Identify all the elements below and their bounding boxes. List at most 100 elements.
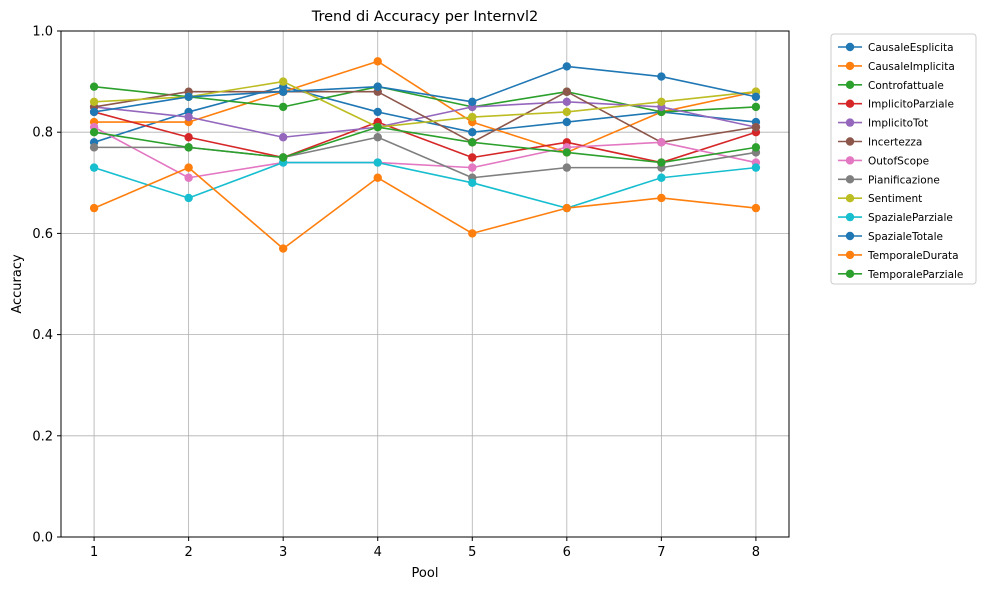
legend-label: ImplicitoParziale xyxy=(868,99,954,111)
y-tick-label: 0.4 xyxy=(32,328,53,343)
data-point xyxy=(657,138,666,147)
data-point xyxy=(373,107,382,117)
y-tick-label: 0.0 xyxy=(32,531,53,546)
data-point xyxy=(468,138,477,147)
legend-frame xyxy=(830,33,977,285)
legend-swatch-marker xyxy=(845,137,855,146)
data-point xyxy=(373,82,382,91)
data-point xyxy=(184,163,193,172)
legend-label: Controfattuale xyxy=(868,80,944,92)
data-point xyxy=(751,143,761,152)
x-axis-label: Pool xyxy=(412,566,439,581)
data-point xyxy=(562,97,572,107)
legend-label: TemporaleParziale xyxy=(867,269,963,281)
legend-swatch-marker xyxy=(845,212,855,222)
data-point xyxy=(278,87,288,96)
data-point xyxy=(184,173,193,182)
legend-swatch-marker xyxy=(845,231,855,241)
data-point xyxy=(468,153,477,162)
data-point xyxy=(278,153,288,162)
data-point xyxy=(751,203,761,213)
data-point xyxy=(562,107,572,117)
x-tick-label: 3 xyxy=(279,545,287,560)
series-line xyxy=(93,65,757,113)
legend: CausaleEsplicita CausaleImplicita Controfa… xyxy=(830,33,977,285)
legend-label: CausaleEsplicita xyxy=(868,42,954,54)
data-point xyxy=(184,92,193,101)
series-line xyxy=(93,126,757,164)
series-line xyxy=(94,60,757,154)
series-lines xyxy=(93,60,757,250)
legend-label: TemporaleDurata xyxy=(867,250,959,262)
x-tick-label: 8 xyxy=(752,545,760,560)
x-tick-label: 7 xyxy=(657,545,665,560)
legend-swatch-marker xyxy=(845,194,855,203)
legend-swatch-marker xyxy=(845,175,855,184)
data-point xyxy=(657,72,666,81)
y-tick-label: 0.6 xyxy=(32,227,53,242)
legend-swatch-marker xyxy=(845,42,855,52)
data-point xyxy=(184,143,193,152)
series-line xyxy=(93,161,756,209)
legend-swatch-marker xyxy=(845,156,855,165)
data-point xyxy=(89,163,99,172)
series-line xyxy=(93,90,757,144)
data-point xyxy=(562,87,572,96)
y-tick-label: 1.0 xyxy=(32,25,53,40)
y-axis-ticks: 0.0 0.2 0.4 0.6 0.8 1.0 xyxy=(32,25,61,546)
series-line xyxy=(93,166,756,250)
y-tick-label: 0.2 xyxy=(32,429,53,444)
series-line xyxy=(93,126,757,179)
data-point xyxy=(278,133,288,142)
legend-label: SpazialeTotale xyxy=(868,231,943,243)
data-point xyxy=(184,112,193,122)
y-tick-label: 0.8 xyxy=(32,126,53,141)
data-point xyxy=(184,193,193,203)
y-axis-label: Accuracy xyxy=(10,254,25,314)
data-point xyxy=(468,97,477,107)
legend-label: Sentiment xyxy=(868,193,922,205)
x-tick-label: 1 xyxy=(90,545,98,560)
legend-label: Incertezza xyxy=(868,137,922,149)
data-point xyxy=(751,102,761,112)
data-point xyxy=(562,117,572,127)
data-point xyxy=(89,128,99,137)
data-point xyxy=(373,57,382,66)
x-tick-label: 2 xyxy=(184,545,192,560)
data-point xyxy=(562,203,572,213)
data-point xyxy=(751,92,761,101)
data-point xyxy=(184,133,193,142)
x-tick-label: 6 xyxy=(563,545,571,560)
data-point xyxy=(657,193,666,203)
data-point xyxy=(468,128,477,137)
data-point xyxy=(89,203,99,213)
data-point xyxy=(562,163,572,172)
legend-items: CausaleEsplicita CausaleImplicita Controfa… xyxy=(838,42,963,281)
data-point xyxy=(89,82,99,91)
legend-swatch-marker xyxy=(845,80,855,90)
data-point xyxy=(278,77,288,86)
series-line xyxy=(93,111,757,164)
data-point xyxy=(657,158,666,167)
legend-swatch-marker xyxy=(845,250,855,260)
legend-swatch-marker xyxy=(845,61,855,71)
data-point xyxy=(751,163,761,172)
data-point xyxy=(468,112,477,122)
legend-swatch-marker xyxy=(845,99,855,108)
series-line xyxy=(94,80,756,128)
data-point xyxy=(373,173,382,182)
data-point xyxy=(373,133,382,142)
plot-frame xyxy=(60,30,790,538)
data-point xyxy=(562,62,572,71)
data-point xyxy=(562,148,572,157)
legend-swatch-marker xyxy=(845,118,855,127)
legend-label: SpazialeParziale xyxy=(868,212,953,224)
data-point xyxy=(89,97,99,107)
data-point xyxy=(373,158,382,167)
data-point xyxy=(89,107,99,117)
x-tick-label: 4 xyxy=(374,545,382,560)
legend-swatch-marker xyxy=(845,269,855,278)
legend-label: OutofScope xyxy=(868,155,929,167)
data-point xyxy=(657,97,666,107)
